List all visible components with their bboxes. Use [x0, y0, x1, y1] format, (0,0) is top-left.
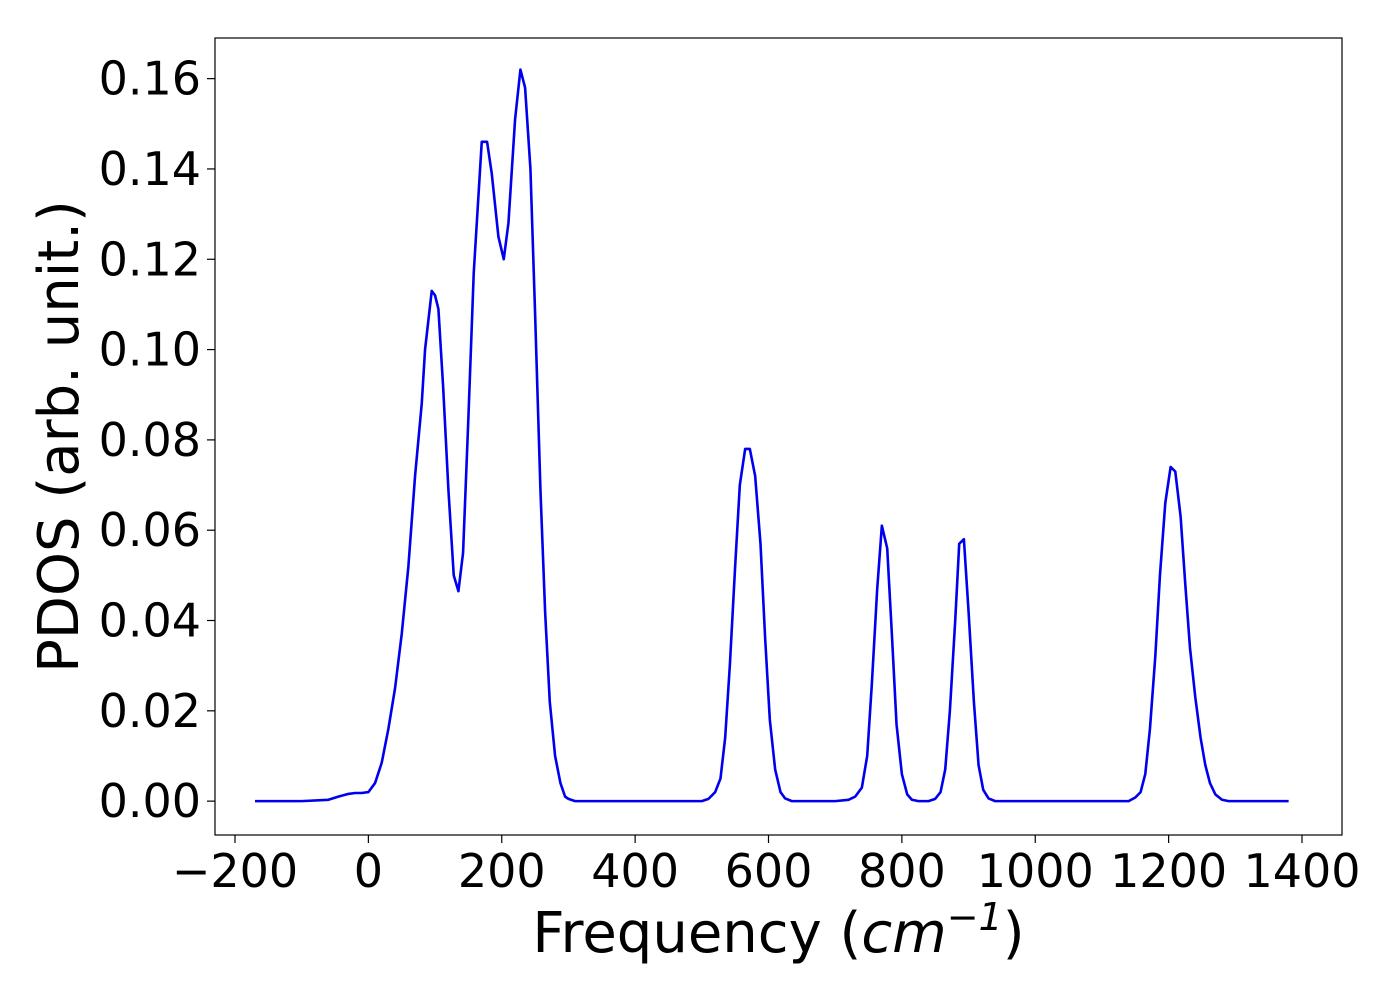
x-tick-label: −200 [172, 844, 298, 898]
x-tick-label: 1400 [1243, 844, 1360, 898]
plot-area [255, 68, 1289, 803]
y-tick-label: 0.14 [99, 142, 201, 196]
x-tick-label: 0 [354, 844, 383, 898]
y-tick-label: 0.08 [99, 413, 201, 467]
x-tick-label: 1000 [977, 844, 1094, 898]
y-tick-label: 0.04 [99, 594, 201, 648]
y-tick-label: 0.16 [99, 52, 201, 106]
y-tick-label: 0.06 [99, 503, 201, 557]
x-axis-title: Frequency (cm−1) [532, 895, 1024, 966]
y-tick-label: 0.10 [99, 323, 201, 377]
x-tick-label: 200 [458, 844, 546, 898]
y-tick-label: 0.12 [99, 232, 201, 286]
x-tick-label: 1200 [1110, 844, 1227, 898]
x-tick-label: 600 [725, 844, 813, 898]
x-axis-title-exponent: −1 [947, 895, 1003, 939]
x-axis-title-suffix: ) [1003, 901, 1025, 966]
x-axis-ticks: −200 0 200 400 600 800 1000 1200 1400 [172, 835, 1361, 898]
plot-frame [214, 37, 1343, 836]
y-axis-title: PDOS (arb. unit.) [27, 200, 92, 673]
x-tick-label: 800 [858, 844, 946, 898]
x-tick-label: 400 [591, 844, 679, 898]
x-axis-title-prefix: Frequency ( [532, 901, 861, 966]
pdos-series-line [255, 68, 1289, 803]
x-axis-title-unit: cm [861, 901, 946, 966]
y-axis-ticks: 0.00 0.02 0.04 0.06 0.08 0.10 0.12 0.14 0.16 [99, 52, 215, 828]
y-tick-label: 0.02 [99, 684, 201, 738]
y-tick-label: 0.00 [99, 774, 201, 828]
